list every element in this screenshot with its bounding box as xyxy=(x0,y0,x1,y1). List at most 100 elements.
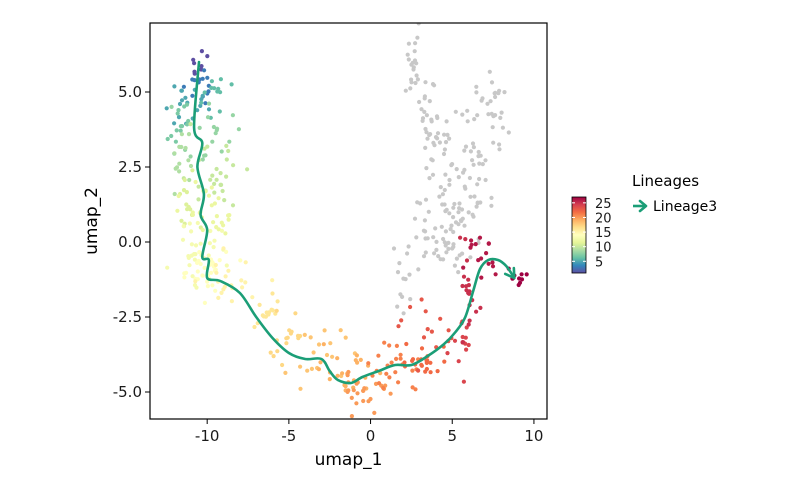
unassigned-point xyxy=(506,130,511,135)
pseudotime-point xyxy=(328,341,333,346)
unassigned-point xyxy=(491,140,496,145)
pseudotime-point xyxy=(464,258,470,263)
unassigned-point xyxy=(419,107,424,112)
pseudotime-point xyxy=(165,265,170,270)
pseudotime-point xyxy=(206,193,212,198)
pseudotime-point xyxy=(181,188,187,193)
pseudotime-point xyxy=(227,139,232,144)
pseudotime-point xyxy=(419,297,424,302)
pseudotime-point xyxy=(219,220,224,225)
unassigned-point xyxy=(477,161,482,166)
pseudotime-point xyxy=(308,335,313,340)
y-axis-title: umap_2 xyxy=(82,187,102,255)
pseudotime-point xyxy=(410,368,415,373)
unassigned-point xyxy=(423,145,428,150)
pseudotime-point xyxy=(335,356,340,361)
unassigned-point xyxy=(405,251,410,256)
pseudotime-point xyxy=(210,139,215,144)
pseudotime-point xyxy=(398,352,403,357)
pseudotime-point xyxy=(274,308,279,313)
unassigned-point xyxy=(451,205,456,210)
pseudotime-point xyxy=(226,268,231,273)
unassigned-point xyxy=(489,80,495,85)
pseudotime-point xyxy=(226,217,231,222)
pseudotime-point xyxy=(330,354,335,359)
pseudotime-point xyxy=(479,275,484,280)
pseudotime-point xyxy=(209,203,214,208)
pseudotime-point xyxy=(178,128,183,133)
pseudotime-point xyxy=(208,177,213,182)
pseudotime-point xyxy=(227,213,232,218)
lineage3-arrowhead xyxy=(503,266,516,280)
pseudotime-point xyxy=(197,250,202,255)
pseudotime-point xyxy=(198,103,203,108)
unassigned-point xyxy=(489,195,494,200)
pseudotime-point xyxy=(190,212,195,217)
pseudotime-point xyxy=(200,93,205,98)
unassigned-point xyxy=(477,176,482,182)
pseudotime-point xyxy=(415,368,421,373)
unassigned-point xyxy=(468,149,473,154)
lineage-legend: Lineages Lineage3 xyxy=(632,172,717,215)
pseudotime-point xyxy=(283,370,288,375)
pseudotime-point xyxy=(305,368,310,373)
unassigned-point xyxy=(427,176,432,181)
unassigned-point xyxy=(441,151,447,157)
pseudotime-point xyxy=(335,373,340,378)
legend-label-lineage3: Lineage3 xyxy=(653,199,717,215)
y-tick-label: 0.0 xyxy=(118,233,142,251)
pseudotime-point xyxy=(384,371,389,376)
unassigned-point xyxy=(422,94,427,99)
colorbar-tick-label: 15 xyxy=(595,226,612,241)
unassigned-point xyxy=(462,223,467,228)
pseudotime-point xyxy=(173,166,178,171)
pseudotime-point xyxy=(202,300,207,305)
pseudotime-point xyxy=(354,401,359,406)
unassigned-point xyxy=(445,132,450,137)
pseudotime-point xyxy=(381,385,386,391)
unassigned-point xyxy=(408,86,413,91)
pseudotime-point xyxy=(324,352,330,358)
pseudotime-point xyxy=(345,389,350,394)
pseudotime-point xyxy=(226,148,231,154)
colorbar-tick-label: 25 xyxy=(595,197,612,212)
pseudotime-point xyxy=(176,193,181,199)
pseudotime-point xyxy=(206,89,211,94)
unassigned-point xyxy=(474,84,479,89)
unassigned-point xyxy=(463,144,469,149)
pseudotime-point xyxy=(478,305,483,310)
pseudotime-point xyxy=(199,49,204,54)
pseudotime-point xyxy=(192,257,197,262)
unassigned-point xyxy=(406,57,411,62)
pseudotime-point xyxy=(231,163,236,168)
unassigned-point xyxy=(447,177,452,183)
pseudotime-point xyxy=(224,249,229,254)
pseudotime-point xyxy=(186,255,191,260)
pseudotime-point xyxy=(298,386,303,391)
unassigned-point xyxy=(456,210,461,215)
pseudotime-point xyxy=(184,270,189,275)
pseudotime-point xyxy=(172,121,177,126)
pseudotime-point xyxy=(209,85,214,90)
pseudotime-point xyxy=(180,237,186,242)
pseudotime-point xyxy=(264,310,269,315)
pseudotime-point xyxy=(466,322,471,327)
pseudotime-point xyxy=(175,111,180,116)
unassigned-point xyxy=(452,263,457,268)
unassigned-point xyxy=(412,58,418,63)
pseudotime-point xyxy=(179,132,184,137)
pseudotime-point xyxy=(322,328,327,333)
pseudotime-point xyxy=(210,173,215,178)
unassigned-point xyxy=(471,162,476,167)
legend-title: Lineages xyxy=(632,172,699,190)
pseudotime-point xyxy=(366,361,371,366)
pseudotime-point xyxy=(252,324,257,330)
pseudotime-point xyxy=(429,329,434,334)
pseudotime-point xyxy=(172,151,177,156)
pseudotime-point xyxy=(208,228,213,234)
pseudotime-point xyxy=(484,251,489,256)
unassigned-point xyxy=(432,143,437,148)
pseudotime-point xyxy=(186,158,191,163)
pseudotime-point xyxy=(198,241,203,246)
